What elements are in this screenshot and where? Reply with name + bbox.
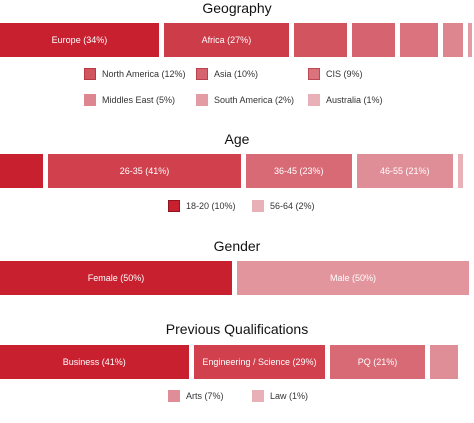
stacked-bar: Female (50%) Male (50%) bbox=[0, 261, 474, 295]
legend-swatch bbox=[252, 390, 264, 402]
legend-item: 18-20 (10%) bbox=[168, 199, 236, 213]
legend-label: Arts (7%) bbox=[186, 391, 224, 401]
bar-segment-label: Engineering / Science (29%) bbox=[202, 357, 317, 367]
chart-legend: Arts (7%) Law (1%) bbox=[0, 389, 474, 423]
bar-segment: Europe (34%) bbox=[0, 23, 159, 57]
bar-segment bbox=[467, 23, 473, 57]
legend-label: North America (12%) bbox=[102, 69, 186, 79]
bar-segment bbox=[351, 23, 396, 57]
legend-swatch bbox=[168, 200, 180, 212]
bar-segment: PQ (21%) bbox=[330, 345, 425, 379]
bar-segment: Female (50%) bbox=[0, 261, 232, 295]
legend-swatch bbox=[196, 94, 208, 106]
bar-segment-label: Business (41%) bbox=[62, 357, 126, 367]
legend-swatch bbox=[308, 68, 320, 80]
legend-swatch bbox=[308, 94, 320, 106]
bar-segment: Male (50%) bbox=[237, 261, 469, 295]
bar-segment-label: Male (50%) bbox=[329, 273, 376, 283]
legend-item: Law (1%) bbox=[252, 389, 308, 403]
bar-segment bbox=[294, 23, 347, 57]
bar-segment-label: 36-45 (23%) bbox=[273, 166, 324, 176]
legend-label: Australia (1%) bbox=[326, 95, 383, 105]
bar-segment-label: PQ (21%) bbox=[357, 357, 398, 367]
bar-segment-label: Female (50%) bbox=[87, 273, 145, 283]
legend-label: Middles East (5%) bbox=[102, 95, 176, 105]
legend-label: South America (2%) bbox=[214, 95, 295, 105]
bar-segment bbox=[457, 154, 463, 188]
legend-item: South America (2%) bbox=[196, 93, 294, 107]
legend-item: CIS (9%) bbox=[308, 67, 363, 81]
stacked-bar: Europe (34%) Africa (27%) bbox=[0, 23, 474, 57]
bar-segment bbox=[0, 154, 44, 188]
legend-swatch bbox=[252, 200, 264, 212]
chart-title: Gender bbox=[213, 238, 261, 254]
bar-segment: 36-45 (23%) bbox=[245, 154, 352, 188]
legend-swatch bbox=[84, 94, 96, 106]
bar-segment bbox=[400, 23, 439, 57]
legend-label: 56-64 (2%) bbox=[270, 201, 315, 211]
legend-item: Middles East (5%) bbox=[84, 93, 175, 107]
legend-swatch bbox=[196, 68, 208, 80]
chart-title: Previous Qualifications bbox=[165, 321, 309, 337]
stacked-bar: 26-35 (41%) 36-45 (23%) 46-55 (21%) bbox=[0, 154, 474, 188]
chart-title: Geography bbox=[202, 0, 272, 16]
legend-label: Law (1%) bbox=[270, 391, 309, 401]
legend-label: CIS (9%) bbox=[326, 69, 363, 79]
bar-segment bbox=[443, 23, 463, 57]
bar-segment bbox=[429, 345, 458, 379]
chart-legend: 18-20 (10%) 56-64 (2%) bbox=[0, 199, 474, 233]
bar-segment-label: Europe (34%) bbox=[51, 35, 108, 45]
legend-label: Asia (10%) bbox=[214, 69, 259, 79]
legend-item: Australia (1%) bbox=[308, 93, 383, 107]
bar-segment-label: 46-55 (21%) bbox=[380, 166, 430, 176]
legend-item: North America (12%) bbox=[84, 67, 186, 81]
legend-label: 18-20 (10%) bbox=[186, 201, 236, 211]
bar-segment-label: Africa (27%) bbox=[201, 35, 252, 45]
bar-segment-label: 26-35 (41%) bbox=[119, 166, 170, 176]
bar-segment: Africa (27%) bbox=[163, 23, 289, 57]
legend-swatch bbox=[84, 68, 96, 80]
bar-segment: Business (41%) bbox=[0, 345, 189, 379]
chart-legend: North America (12%) Asia (10%) CIS (9%) Mid… bbox=[0, 67, 474, 106]
stacked-bar: Business (41%) Engineering / Science (29%… bbox=[0, 345, 474, 379]
bar-segment: 26-35 (41%) bbox=[48, 154, 241, 188]
legend-swatch bbox=[168, 390, 180, 402]
bar-segment: 46-55 (21%) bbox=[356, 154, 453, 188]
bar-segment: Engineering / Science (29%) bbox=[193, 345, 326, 379]
chart-title: Age bbox=[224, 131, 250, 147]
legend-item: Asia (10%) bbox=[196, 67, 258, 81]
legend-item: 56-64 (2%) bbox=[252, 199, 315, 213]
legend-item: Arts (7%) bbox=[168, 389, 224, 403]
